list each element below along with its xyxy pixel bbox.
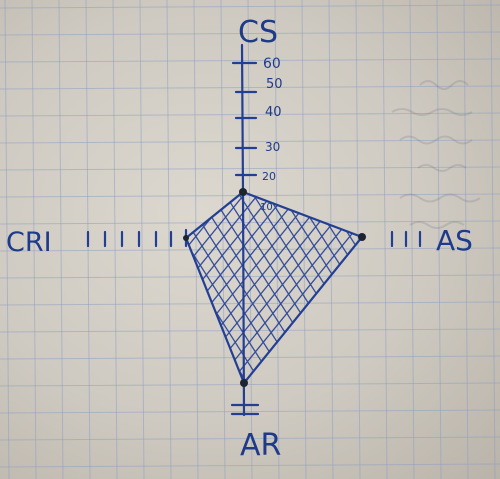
hatch-line <box>327 192 362 383</box>
hatch-line <box>186 192 257 383</box>
axis-label-right: AS <box>436 224 473 257</box>
hatch-line <box>426 180 500 400</box>
grid-line <box>0 112 500 117</box>
grid-line <box>490 0 496 479</box>
grid-line <box>301 0 307 479</box>
hatch-line <box>482 180 500 400</box>
hatch-line <box>6 180 146 400</box>
axis-label-left: CRI <box>6 227 52 258</box>
hatch-line <box>186 192 355 383</box>
tick-label-50: 50 <box>266 77 283 92</box>
grid-line <box>139 0 145 479</box>
hatch-line <box>440 180 500 400</box>
hatch-line <box>243 192 362 383</box>
hatch-line <box>341 192 362 383</box>
hatch-line <box>186 192 327 383</box>
hatch-line <box>299 192 362 383</box>
grid-line <box>0 166 500 171</box>
hatch-line <box>384 180 500 400</box>
grid-line <box>0 4 500 9</box>
hatch-line <box>482 180 500 400</box>
grid-line <box>0 301 500 306</box>
grid-line <box>220 0 226 479</box>
grid-line <box>0 85 500 90</box>
tick-label-60: 60 <box>263 56 281 72</box>
grid-line <box>463 0 469 479</box>
grid-line <box>166 0 172 479</box>
hatch-line <box>440 180 500 400</box>
grid-line <box>0 58 500 63</box>
grid-line <box>0 463 500 468</box>
vertical-axis-top <box>240 43 245 194</box>
grid-line <box>4 0 10 479</box>
hatch-line <box>496 180 500 400</box>
grid-line <box>0 247 500 252</box>
hatch-line <box>186 192 189 383</box>
tick-label-10: 10 <box>260 202 273 213</box>
grid-line <box>382 0 388 479</box>
grid-line <box>436 0 442 479</box>
hatch-line <box>313 192 362 383</box>
grid-line <box>112 0 118 479</box>
hatch-line <box>355 192 362 383</box>
hatch-line <box>186 192 229 383</box>
tick-label-20: 20 <box>262 170 276 183</box>
axis-label-top: CS <box>238 15 278 50</box>
grid-line <box>0 382 500 387</box>
grid-line <box>0 328 500 333</box>
grid-line <box>355 0 361 479</box>
tick-label-30: 30 <box>265 140 280 154</box>
hatch-line <box>186 192 231 383</box>
grid-line <box>328 0 334 479</box>
grid-line <box>409 0 415 479</box>
vertex-as <box>358 233 366 241</box>
hatch-line <box>355 192 362 383</box>
hatch-line <box>186 192 217 383</box>
hatch-line <box>271 192 362 383</box>
grid-line <box>193 0 199 479</box>
grid-line <box>0 409 500 414</box>
grid-line <box>31 0 37 479</box>
axis-label-bottom: AR <box>240 428 281 463</box>
hatch-line <box>299 192 362 383</box>
hatch-line <box>426 180 500 400</box>
faded-background-notes <box>391 80 481 229</box>
hatch-line <box>468 180 500 400</box>
hatch-line <box>186 192 201 383</box>
hatch-line <box>384 180 500 400</box>
hatch-line <box>370 180 500 400</box>
hatch-line <box>496 180 500 400</box>
hatch-line <box>0 180 132 400</box>
vertex-cri <box>183 235 189 241</box>
hatch-line <box>285 192 362 383</box>
hatch-line <box>412 180 500 400</box>
profile-polygon <box>184 190 364 385</box>
hatch-line <box>186 192 313 383</box>
hatch-line <box>186 192 299 383</box>
hatch-line <box>257 192 362 383</box>
hatch-line <box>186 192 271 383</box>
grid-line <box>0 31 500 36</box>
grid-line <box>58 0 64 479</box>
hatch-line <box>186 192 203 383</box>
hatch-line <box>370 180 500 400</box>
hatch-line <box>0 180 118 400</box>
grid-line <box>0 436 500 441</box>
hatch-line <box>34 180 174 400</box>
hatch-line <box>0 180 90 400</box>
grid-line <box>0 139 500 144</box>
tick-label-40: 40 <box>265 105 282 120</box>
vertex-cs <box>239 188 247 196</box>
hatch-line <box>468 180 500 400</box>
hatch-line <box>327 192 362 383</box>
vertex-ar <box>240 379 248 387</box>
hatch-line <box>412 180 500 400</box>
hatch-line <box>20 180 160 400</box>
hatch-line <box>215 192 362 383</box>
